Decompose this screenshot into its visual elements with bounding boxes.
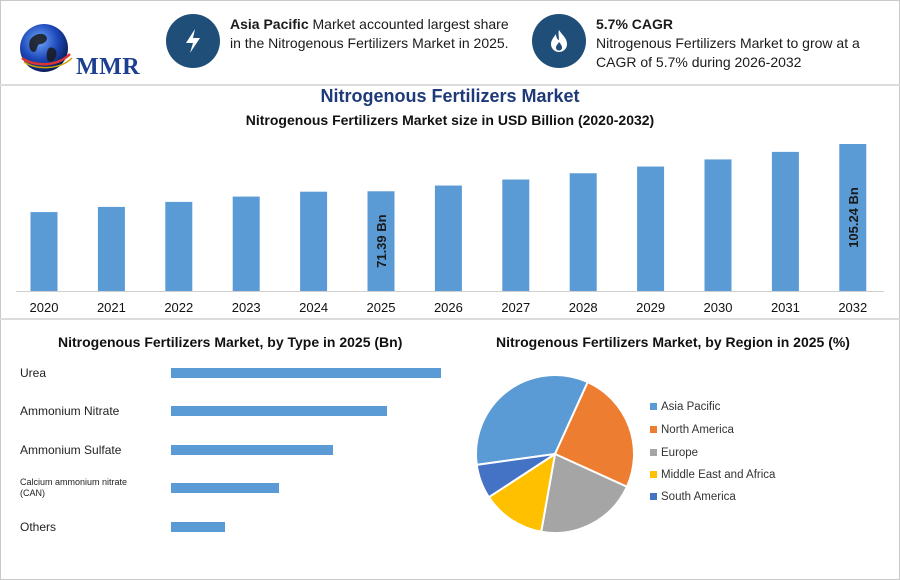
bar-2031 — [771, 151, 799, 291]
info-asia-pacific: Asia Pacific Market accounted largest sh… — [230, 15, 520, 53]
x-tick-label: 2031 — [771, 300, 800, 315]
type-label: Ammonium Sulfate — [20, 443, 122, 457]
x-tick-label: 2029 — [636, 300, 665, 315]
lightning-icon — [166, 14, 220, 68]
region-pie-chart: Asia Pacific North America Europe Middle Ea… — [475, 374, 776, 534]
x-tick-label: 2024 — [299, 300, 328, 315]
bar-2021 — [97, 206, 125, 291]
bar-2025 — [367, 191, 395, 291]
legend-swatch — [650, 449, 657, 456]
type-label: Others — [20, 520, 56, 534]
bar-2020 — [30, 212, 58, 291]
x-tick-label: 2023 — [232, 300, 261, 315]
x-tick-label: 2022 — [164, 300, 193, 315]
info-asia-pacific-text: Market accounted largest share in the Ni… — [230, 16, 509, 51]
type-label: Calcium ammonium nitrate — [20, 477, 127, 487]
legend-swatch — [650, 493, 657, 500]
type-bar — [171, 522, 225, 532]
info-cagr: 5.7% CAGR Nitrogenous Fertilizers Market… — [596, 15, 886, 72]
legend-label: Asia Pacific — [661, 401, 721, 413]
type-bar — [171, 445, 333, 455]
x-tick-label: 2026 — [434, 300, 463, 315]
legend-label: Middle East and Africa — [661, 469, 776, 481]
x-tick-label: 2030 — [704, 300, 733, 315]
section-divider — [0, 318, 900, 320]
legend-label: South America — [661, 491, 736, 503]
pie-slice-north-america — [553, 380, 635, 489]
bar-chart-title: Nitrogenous Fertilizers Market size in U… — [245, 112, 655, 128]
mmr-logo: MMR — [16, 18, 140, 80]
legend-swatch — [650, 403, 657, 410]
pie-slice-south-america — [475, 453, 556, 499]
flame-icon — [532, 14, 586, 68]
legend-swatch — [650, 426, 657, 433]
x-tick-label: 2021 — [97, 300, 126, 315]
bar-2026 — [434, 185, 462, 291]
bar-2022 — [165, 201, 193, 291]
bar-2030 — [704, 159, 732, 291]
type-chart-title: Nitrogenous Fertilizers Market, by Type … — [58, 334, 403, 350]
bar-2023 — [232, 196, 260, 291]
info-cagr-bold: 5.7% CAGR — [596, 16, 674, 32]
pie-slice-middle-east-and-africa — [487, 451, 557, 533]
legend-label: North America — [661, 424, 734, 436]
header-divider — [0, 84, 900, 86]
pie-slice-europe — [540, 452, 629, 534]
info-cagr-text: Nitrogenous Fertilizers Market to grow a… — [596, 35, 860, 70]
logo-text: MMR — [76, 54, 141, 80]
bar-2028 — [569, 173, 597, 291]
x-tick-label: 2032 — [838, 300, 867, 315]
bar-2024 — [300, 191, 328, 291]
x-tick-label: 2027 — [501, 300, 530, 315]
type-bar-chart: Urea Ammonium Nitrate Ammonium Sulfate Calc… — [20, 366, 441, 534]
x-tick-label: 2020 — [30, 300, 59, 315]
type-label: Ammonium Nitrate — [20, 404, 120, 418]
bar-data-label: 71.39 Bn — [374, 214, 389, 268]
x-tick-label: 2025 — [367, 300, 396, 315]
type-bar — [171, 483, 279, 493]
type-bar — [171, 368, 441, 378]
x-tick-label: 2028 — [569, 300, 598, 315]
info-asia-pacific-bold: Asia Pacific — [230, 16, 309, 32]
main-title: Nitrogenous Fertilizers Market — [320, 86, 580, 106]
bar-2027 — [502, 179, 530, 291]
globe-icon — [20, 24, 73, 72]
legend-label: Europe — [661, 447, 698, 459]
bar-2032 — [839, 144, 867, 291]
type-label: (CAN) — [20, 488, 45, 498]
bar-data-label: 105.24 Bn — [846, 187, 861, 248]
region-chart-title: Nitrogenous Fertilizers Market, by Regio… — [496, 334, 850, 350]
type-bar — [171, 406, 387, 416]
bar-2029 — [637, 166, 665, 291]
type-label: Urea — [20, 366, 46, 380]
legend-swatch — [650, 471, 657, 478]
market-size-bar-chart: 2020 2021 2022 2023 2024 2025 71.39 Bn 2026 2027… — [16, 144, 884, 315]
